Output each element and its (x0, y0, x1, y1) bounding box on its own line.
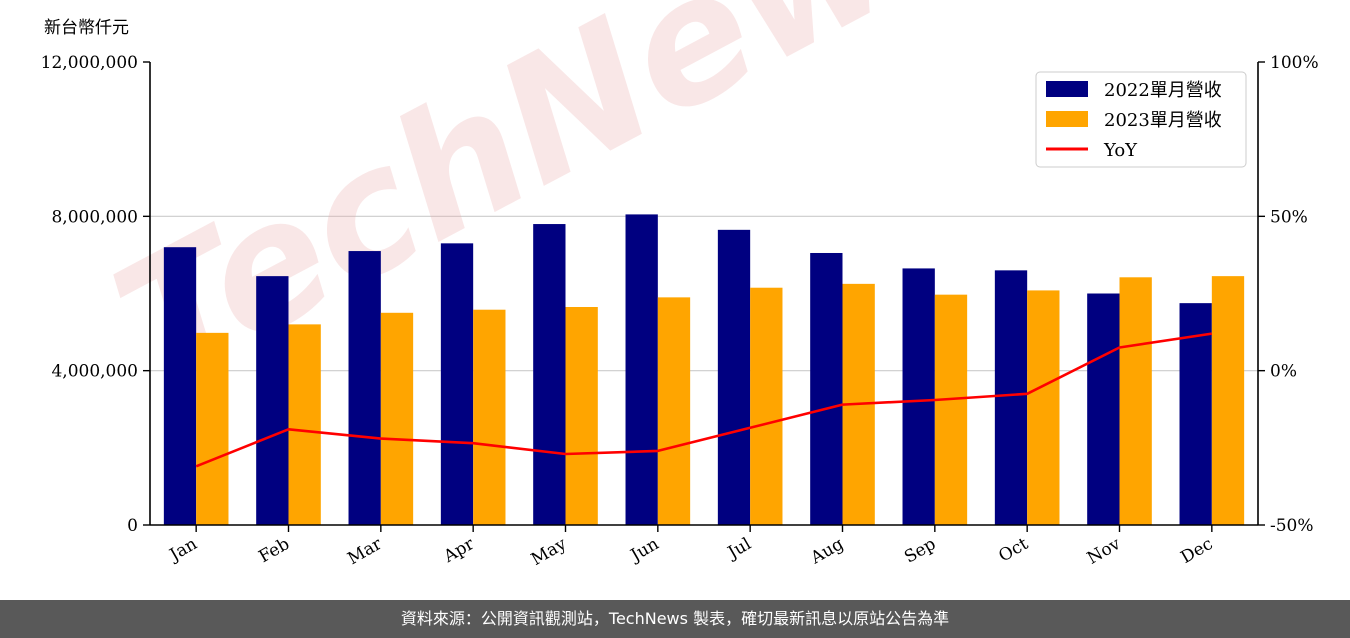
bar-2022-jul (717, 229, 751, 525)
x-tick-label-nov: Nov (1084, 534, 1124, 569)
bar-2022-may (533, 224, 566, 526)
right-tick-label: -50% (1270, 516, 1314, 536)
x-tick-label-oct: Oct (995, 534, 1031, 567)
x-tick-label-aug: Aug (807, 534, 848, 569)
bar-2023-nov (1119, 277, 1152, 525)
x-tick-label-feb: Feb (255, 534, 293, 567)
bar-2022-apr (440, 243, 474, 525)
legend-box (1035, 71, 1247, 168)
bar-2022-aug (810, 252, 843, 526)
bar-2023-feb (288, 324, 321, 525)
bar-2022-dec (1179, 303, 1212, 525)
bar-2023-jun (657, 297, 691, 525)
bar-2022-feb (256, 276, 289, 525)
left-tick-label: 12,000,000 (41, 53, 138, 73)
bar-2023-sep (934, 294, 968, 525)
bar-2022-oct (994, 270, 1028, 525)
x-tick-label-jan: Jan (165, 534, 201, 566)
y-axis-unit-label: 新台幣仟元 (44, 18, 129, 38)
bars (163, 214, 1245, 526)
bar-2023-jan (196, 332, 229, 525)
bar-2022-jun (625, 214, 658, 525)
bar-2023-jul (750, 287, 783, 525)
bar-2022-jan (163, 247, 197, 525)
bar-2023-apr (473, 309, 506, 525)
bar-2023-oct (1027, 290, 1060, 525)
legend-swatch (1046, 81, 1088, 97)
right-tick-label: 0% (1270, 362, 1297, 382)
bar-2022-nov (1087, 293, 1120, 525)
bar-2022-sep (902, 268, 935, 525)
x-tick-label-apr: Apr (440, 534, 479, 568)
left-tick-label: 0 (127, 516, 138, 536)
right-tick-label: 100% (1270, 53, 1319, 73)
legend-label: 2023單月營收 (1104, 110, 1222, 131)
yoy-line (195, 332, 1213, 468)
x-tick-label-mar: Mar (344, 534, 386, 570)
source-footer: 資料來源：公開資訊觀測站，TechNews 製表，確切最新訊息以原站公告為準 (0, 600, 1350, 638)
bar-2023-may (565, 307, 598, 525)
bar-2022-mar (348, 251, 381, 525)
bar-2023-mar (380, 312, 414, 525)
x-tick-label-jun: Jun (626, 534, 663, 567)
chart: 新台幣仟元 TechNews 04,000,0008,000,00012,000… (41, 0, 1319, 570)
x-tick-label-sep: Sep (901, 534, 939, 568)
left-tick-label: 8,000,000 (51, 207, 138, 227)
x-tick-label-may: May (528, 534, 571, 570)
x-tick-label-jul: Jul (723, 534, 755, 564)
left-tick-label: 4,000,000 (51, 362, 138, 382)
legend-label: YoY (1103, 140, 1138, 161)
right-tick-label: 50% (1270, 207, 1308, 227)
yoy-line-layer (195, 332, 1213, 468)
x-tick-label-dec: Dec (1178, 534, 1217, 568)
legend: 2022單月營收 2023單月營收 YoY (1035, 71, 1247, 168)
legend-swatch (1046, 111, 1088, 127)
legend-label: 2022單月營收 (1104, 80, 1222, 101)
bar-2023-dec (1211, 276, 1245, 525)
